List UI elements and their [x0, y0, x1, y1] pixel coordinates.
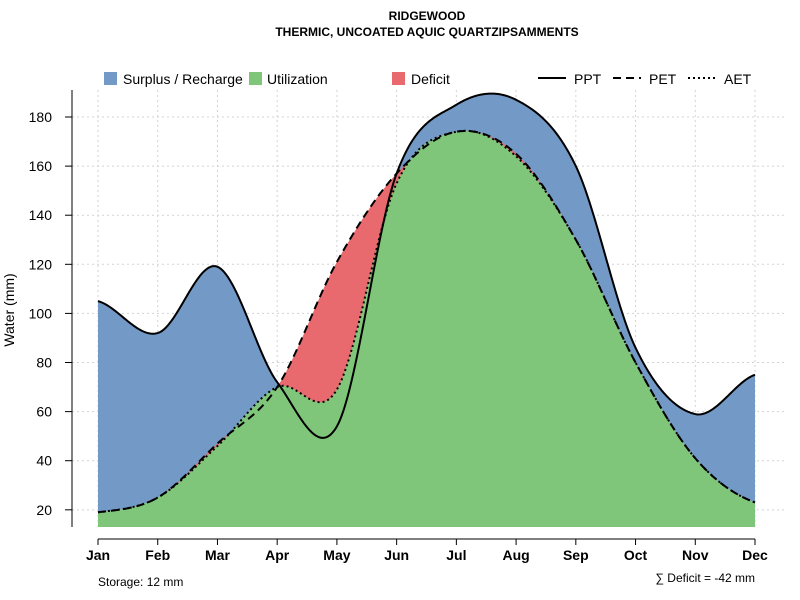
aet-line: [97, 129, 756, 514]
x-tick-label: Aug: [502, 547, 529, 563]
x-tick-label: Feb: [145, 547, 170, 563]
x-tick-label: Jul: [446, 547, 466, 563]
y-tick-label: 80: [36, 355, 52, 371]
y-tick-label: 20: [36, 502, 52, 518]
legend-label-aet: AET: [724, 71, 752, 87]
legend-swatch-surplus: [104, 72, 117, 85]
legend-label-surplus: Surplus / Recharge: [123, 71, 243, 87]
x-tick-label: Dec: [742, 547, 768, 563]
x-tick-label: Nov: [682, 547, 709, 563]
chart-subtitle: THERMIC, UNCOATED AQUIC QUARTZIPSAMMENTS: [275, 25, 578, 39]
x-tick-label: Mar: [205, 547, 230, 563]
x-tick-label: May: [323, 547, 350, 563]
y-tick-label: 120: [29, 256, 53, 272]
axes: 20 40 60 80 100 120 140 160 180 Jan Feb Mar Apr May Ju…: [29, 90, 768, 563]
ppt-line: [97, 92, 756, 439]
legend-swatch-utilization: [249, 72, 262, 85]
legend: Surplus / Recharge Utilization Deficit P…: [104, 71, 752, 87]
y-tick-label: 180: [29, 109, 53, 125]
chart-title: RIDGEWOOD: [389, 9, 466, 23]
x-tick-label: Apr: [265, 547, 290, 563]
y-tick-label: 160: [29, 158, 53, 174]
pet-line: [97, 129, 756, 514]
legend-swatch-deficit: [392, 72, 405, 85]
deficit-sum-note: ∑ Deficit = -42 mm: [655, 571, 755, 585]
x-tick-label: Oct: [624, 547, 648, 563]
utilization-area: [98, 130, 755, 528]
y-tick-label: 100: [29, 305, 53, 321]
y-axis-label: Water (mm): [1, 273, 17, 346]
legend-label-ppt: PPT: [574, 71, 602, 87]
y-tick-label: 40: [36, 453, 52, 469]
legend-label-pet: PET: [649, 71, 677, 87]
storage-note: Storage: 12 mm: [98, 575, 183, 589]
x-tick-label: Jun: [384, 547, 409, 563]
y-tick-label: 140: [29, 207, 53, 223]
x-tick-label: Jan: [86, 547, 110, 563]
legend-label-deficit: Deficit: [411, 71, 450, 87]
legend-label-utilization: Utilization: [267, 71, 328, 87]
x-tick-label: Sep: [563, 547, 589, 563]
y-tick-label: 60: [36, 404, 52, 420]
